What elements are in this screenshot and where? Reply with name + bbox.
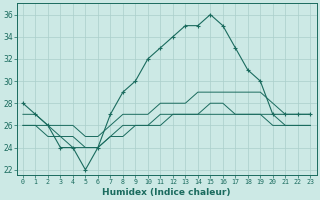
X-axis label: Humidex (Indice chaleur): Humidex (Indice chaleur) xyxy=(102,188,231,197)
